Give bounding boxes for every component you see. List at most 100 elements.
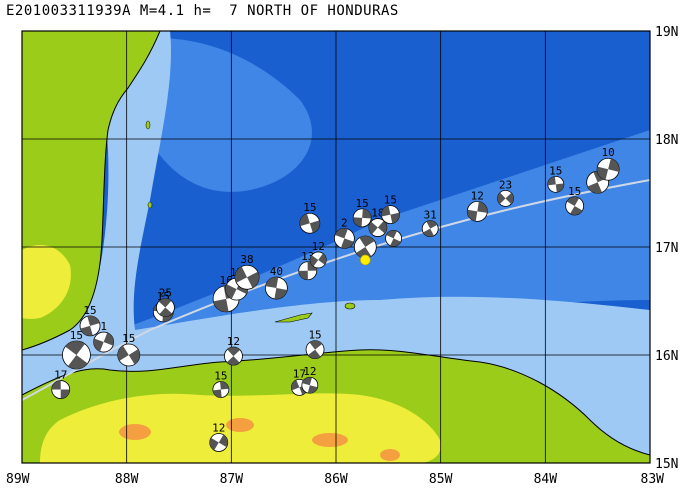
focal-mechanism: 12: [309, 240, 327, 269]
depth-label: 15: [549, 164, 562, 177]
coastline: [22, 31, 161, 351]
depth-label: 17: [54, 369, 67, 382]
beachball-quadrant: [497, 192, 506, 204]
depth-label: 17: [293, 367, 306, 380]
depth-label: 15: [122, 332, 135, 345]
depth-label: 12: [303, 365, 316, 378]
depth-label: 15: [214, 370, 227, 383]
beachball-quadrant: [103, 332, 114, 346]
beachball-quadrant: [128, 349, 140, 365]
depth-label: 1: [100, 320, 107, 333]
beachball-quadrant: [209, 437, 219, 451]
beachball-quadrant: [93, 338, 104, 352]
beachball-quadrant: [467, 209, 478, 222]
beachball-quadrant: [390, 212, 400, 224]
beachball-quadrant: [117, 345, 129, 361]
focal-mechanism: 15: [565, 185, 585, 216]
beachball-quadrant: [377, 220, 387, 234]
focal-mechanism: 25: [155, 286, 175, 317]
bay-islands: [274, 312, 313, 323]
lat-tick-label: 15N: [655, 457, 678, 472]
beachball-quadrant: [309, 220, 320, 233]
lat-tick-label: 18N: [655, 133, 678, 148]
focal-mechanism: 12: [224, 335, 243, 366]
beachball-quadrant: [220, 381, 229, 390]
upland-belize: [22, 245, 71, 319]
lon-tick-label: 89W: [6, 472, 30, 487]
fault-line: [22, 179, 650, 401]
highland-patch: [380, 449, 400, 461]
focal-mechanism: 15: [62, 329, 91, 370]
beachball-quadrant: [247, 271, 260, 288]
lon-tick-label: 87W: [220, 472, 244, 487]
depth-label: 40: [270, 265, 283, 278]
depth-label: 15: [83, 304, 96, 317]
focal-mechanism: 18: [368, 207, 388, 237]
beachball-quadrant: [353, 217, 363, 227]
beachball-quadrant: [547, 176, 556, 186]
beachball-quadrant: [307, 261, 317, 271]
depth-label: 23: [499, 178, 512, 191]
lon-tick-label: 83W: [641, 472, 665, 487]
focal-mechanism: 12: [209, 421, 229, 452]
lon-tick-label: 88W: [115, 472, 139, 487]
map-frame: [21, 30, 651, 464]
beachball-quadrant: [158, 298, 172, 308]
focal-mechanism: 38: [234, 253, 260, 290]
focal-mechanism: 15: [299, 201, 321, 234]
lon-tick-label: 86W: [324, 472, 348, 487]
beachball-quadrant: [608, 158, 620, 172]
beachball-quadrant: [298, 270, 308, 280]
epicenter-marker: [360, 254, 371, 266]
depth-label: 15: [303, 201, 316, 214]
beachball-quadrant: [68, 355, 88, 369]
beachball-quadrant: [227, 347, 241, 357]
focal-mechanism: 17: [51, 369, 71, 399]
beachball-quadrant: [309, 340, 323, 350]
focal-mechanism: 15: [117, 332, 141, 367]
beachball-quadrant: [587, 182, 602, 194]
depth-label: 31: [424, 209, 437, 222]
axis-tick-labels: 89W 88W 87W 86W 85W 84W 83W 19N 18N 17N 16N 15N: [6, 25, 678, 487]
beachball-quadrant: [291, 379, 300, 391]
map-title: E201003311939A M=4.1 h= 7 NORTH OF HONDU…: [6, 3, 399, 19]
focal-mechanisms: 1715151151525161238401215121712151312152…: [51, 146, 620, 452]
beachball-quadrant: [302, 377, 312, 386]
depth-label: 2: [341, 216, 348, 229]
focal-mechanism: 15: [305, 329, 325, 360]
beachball-quadrant: [386, 230, 397, 239]
cay: [145, 120, 151, 130]
beachball-quadrant: [368, 221, 378, 235]
focal-mechanism: [385, 229, 402, 247]
depth-label: 12: [227, 335, 240, 348]
beachball-quadrant: [225, 284, 237, 300]
beachball-quadrant: [505, 192, 514, 205]
coastline: [22, 349, 650, 456]
depth-label: 12: [312, 240, 325, 253]
beachball-quadrant: [299, 213, 310, 227]
beachball-quadrant: [218, 434, 228, 448]
depth-label: 12: [471, 189, 484, 202]
beachball-quadrant: [318, 253, 327, 265]
focal-mechanism: 2: [333, 216, 355, 249]
focal-mechanism: 15: [212, 370, 230, 398]
beachball-quadrant: [235, 266, 248, 283]
depth-label: 25: [159, 286, 172, 299]
beachball-quadrant: [340, 238, 354, 249]
beachball-quadrant: [80, 325, 93, 336]
beachball-quadrant: [213, 298, 229, 312]
mid-ocean-northwest: [130, 38, 312, 192]
beachball-quadrant: [423, 228, 434, 237]
focal-mechanism: 15: [547, 164, 565, 193]
beachball-quadrant: [87, 315, 100, 326]
highland-patch: [226, 418, 254, 432]
focal-mechanism: 15: [79, 304, 101, 337]
beachball-quadrant: [566, 196, 580, 206]
beachball-quadrant: [390, 238, 401, 247]
beachball-quadrant: [159, 307, 173, 317]
lat-tick-label: 16N: [655, 349, 678, 364]
beachball-quadrant: [362, 208, 372, 219]
depth-label: 15: [384, 194, 397, 207]
lat-tick-label: 19N: [655, 25, 678, 40]
